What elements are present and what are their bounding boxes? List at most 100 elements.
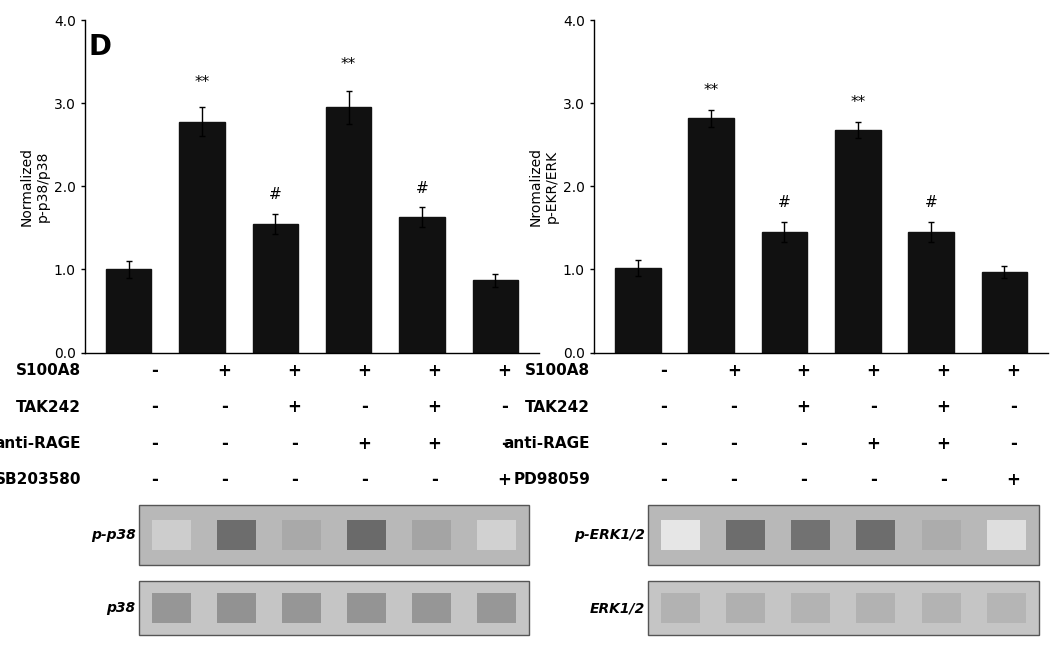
Text: +: + (218, 362, 232, 380)
Text: #: # (778, 195, 791, 211)
Text: TAK242: TAK242 (525, 400, 590, 415)
Bar (472, 280, 518, 352)
Bar (399, 217, 445, 352)
Text: -: - (501, 435, 507, 452)
Text: -: - (151, 398, 158, 416)
Bar (791, 593, 830, 623)
Text: -: - (870, 471, 877, 489)
Text: TAK242: TAK242 (16, 400, 82, 415)
Text: -: - (151, 435, 158, 452)
Bar (217, 593, 256, 623)
Text: -: - (661, 435, 667, 452)
Bar (726, 593, 766, 623)
Text: -: - (151, 362, 158, 380)
Bar (140, 505, 530, 564)
Bar (662, 519, 700, 550)
Text: S100A8: S100A8 (525, 363, 590, 378)
Bar (615, 268, 661, 352)
Text: -: - (291, 471, 298, 489)
Text: **: ** (850, 95, 865, 110)
Bar (857, 519, 896, 550)
Text: +: + (866, 362, 880, 380)
Bar (791, 519, 830, 550)
Bar (412, 519, 451, 550)
Text: S100A8: S100A8 (16, 363, 82, 378)
Text: **: ** (195, 75, 210, 90)
Text: PD98059: PD98059 (514, 472, 590, 487)
Bar (253, 223, 298, 352)
Text: -: - (361, 471, 367, 489)
Text: -: - (291, 435, 298, 452)
Bar (283, 519, 321, 550)
Text: #: # (269, 187, 282, 202)
Text: +: + (288, 362, 302, 380)
Text: ERK1/2: ERK1/2 (590, 601, 645, 615)
Text: -: - (221, 398, 228, 416)
Text: -: - (940, 471, 947, 489)
Text: p-p38: p-p38 (91, 527, 136, 541)
Bar (140, 581, 530, 635)
Bar (648, 581, 1039, 635)
Bar (987, 593, 1025, 623)
Text: +: + (358, 435, 372, 452)
Text: -: - (801, 435, 807, 452)
Text: D: D (88, 33, 111, 60)
Text: +: + (796, 398, 810, 416)
Text: -: - (1010, 435, 1017, 452)
Text: **: ** (341, 58, 356, 72)
Text: -: - (221, 435, 228, 452)
Text: -: - (151, 471, 158, 489)
Text: -: - (661, 471, 667, 489)
Text: -: - (661, 398, 667, 416)
Text: -: - (731, 471, 737, 489)
Bar (152, 519, 192, 550)
Bar (106, 270, 151, 352)
Text: +: + (288, 398, 302, 416)
Text: anti-RAGE: anti-RAGE (0, 436, 82, 451)
Text: #: # (925, 195, 937, 211)
Text: +: + (428, 435, 442, 452)
Text: -: - (361, 398, 367, 416)
Text: -: - (501, 398, 507, 416)
Text: +: + (498, 471, 511, 489)
Text: -: - (221, 471, 228, 489)
Text: +: + (936, 435, 950, 452)
Text: -: - (431, 471, 437, 489)
Bar (857, 593, 896, 623)
Bar (921, 593, 961, 623)
Bar (726, 519, 766, 550)
Text: -: - (870, 398, 877, 416)
Text: +: + (1006, 362, 1021, 380)
Bar (987, 519, 1025, 550)
Text: SB203580: SB203580 (0, 472, 82, 487)
Bar (347, 593, 387, 623)
Text: +: + (1006, 471, 1021, 489)
Bar (662, 593, 700, 623)
Text: +: + (866, 435, 880, 452)
Bar (688, 118, 734, 352)
Text: +: + (428, 398, 442, 416)
Bar (909, 232, 954, 352)
Text: +: + (936, 362, 950, 380)
Text: -: - (731, 398, 737, 416)
Bar (217, 519, 256, 550)
Bar (648, 505, 1039, 564)
Bar (478, 593, 517, 623)
Bar (982, 272, 1027, 352)
Bar (478, 519, 517, 550)
Bar (283, 593, 321, 623)
Text: p38: p38 (106, 601, 136, 615)
Text: p-ERK1/2: p-ERK1/2 (574, 527, 645, 541)
Bar (347, 519, 387, 550)
Text: -: - (801, 471, 807, 489)
Bar (152, 593, 192, 623)
Bar (836, 130, 880, 352)
Bar (326, 107, 372, 352)
Text: +: + (796, 362, 810, 380)
Text: -: - (661, 362, 667, 380)
Bar (179, 121, 225, 352)
Text: **: ** (703, 83, 719, 98)
Y-axis label: Normalized
p-p38/p38: Normalized p-p38/p38 (19, 147, 50, 226)
Text: #: # (415, 180, 428, 195)
Text: +: + (498, 362, 511, 380)
